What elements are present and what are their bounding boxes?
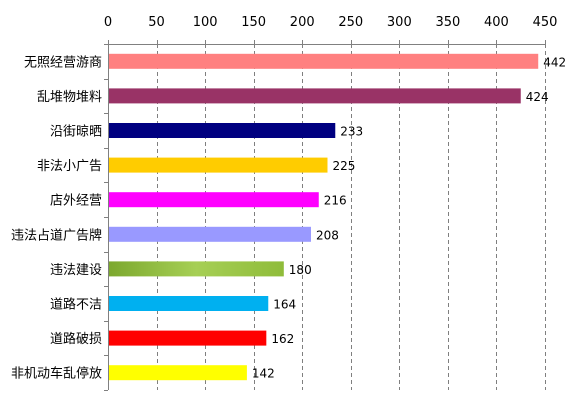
data-label: 164 bbox=[273, 298, 296, 312]
x-tick-label: 300 bbox=[387, 15, 412, 30]
bar bbox=[109, 261, 284, 277]
x-tick-label: 150 bbox=[241, 15, 266, 30]
data-label: 180 bbox=[289, 263, 312, 277]
bar bbox=[109, 88, 521, 104]
category-label: 道路破损 bbox=[50, 331, 102, 347]
data-labels: 442 424 233 225 216 208 180 164 162 142 bbox=[252, 55, 565, 380]
x-tick-label: 400 bbox=[484, 15, 509, 30]
x-tick-label: 50 bbox=[148, 15, 165, 30]
bar bbox=[109, 157, 328, 173]
data-label: 233 bbox=[340, 125, 363, 139]
x-tick-label: 200 bbox=[290, 15, 315, 30]
category-label: 违法建设 bbox=[50, 263, 102, 278]
category-label: 道路不洁 bbox=[50, 297, 102, 313]
x-tick-labels: 0 50 100 150 200 250 300 350 400 450 bbox=[104, 15, 558, 30]
data-label: 424 bbox=[526, 90, 549, 104]
bar bbox=[109, 53, 539, 69]
category-label: 沿街晾晒 bbox=[50, 124, 102, 140]
category-label: 非法小广告 bbox=[37, 159, 102, 174]
category-label: 非机动车乱停放 bbox=[11, 366, 102, 382]
axes bbox=[104, 40, 546, 391]
bar bbox=[109, 365, 247, 381]
bars bbox=[109, 53, 539, 381]
bar bbox=[109, 330, 267, 346]
data-label: 225 bbox=[333, 159, 356, 173]
category-label: 违法占道广告牌 bbox=[11, 227, 102, 243]
x-tick-label: 350 bbox=[435, 15, 460, 30]
bar bbox=[109, 192, 319, 208]
data-label: 142 bbox=[252, 367, 275, 381]
category-label: 店外经营 bbox=[50, 194, 102, 209]
data-label: 442 bbox=[543, 55, 565, 69]
x-tick-label: 100 bbox=[193, 15, 218, 30]
data-label: 216 bbox=[324, 194, 347, 208]
x-tick-label: 450 bbox=[533, 15, 558, 30]
data-label: 208 bbox=[316, 228, 339, 242]
x-tick-label: 0 bbox=[104, 15, 112, 30]
bar bbox=[109, 296, 269, 311]
category-labels: 无照经营游商乱堆物堆料沿街晾晒非法小广告店外经营违法占道广告牌违法建设道路不洁道… bbox=[11, 55, 102, 381]
category-label: 乱堆物堆料 bbox=[37, 90, 102, 105]
x-tick-label: 250 bbox=[338, 15, 363, 30]
data-label: 162 bbox=[271, 332, 294, 346]
bar bbox=[109, 123, 336, 138]
category-label: 无照经营游商 bbox=[24, 55, 102, 70]
bar bbox=[109, 226, 311, 242]
